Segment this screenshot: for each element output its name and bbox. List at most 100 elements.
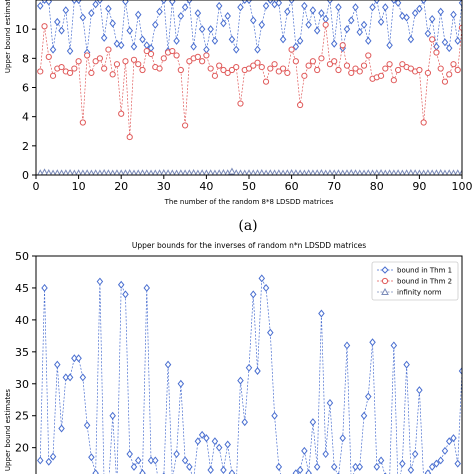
panel-a-point-infinity-norm — [369, 169, 376, 175]
panel-a-point-bound-in-thm-1 — [258, 20, 266, 29]
panel-a-point-bound-in-thm-1 — [441, 38, 449, 47]
panel-b-point-bound-in-thm-1 — [96, 277, 104, 286]
panel-a-point-infinity-norm — [373, 169, 380, 175]
panel-a-series-line-bound-in-thm-2 — [39, 24, 462, 138]
panel-a-point-infinity-norm — [361, 169, 368, 175]
panel-a-point-bound-in-thm-1 — [62, 6, 70, 15]
panel-a-point-infinity-norm — [241, 169, 248, 175]
panel-a-point-bound-in-thm-1 — [194, 9, 202, 18]
panel-a-point-bound-in-thm-2 — [301, 72, 308, 79]
panel-a-point-bound-in-thm-1 — [386, 41, 393, 50]
panel-a-point-bound-in-thm-1 — [326, 0, 334, 4]
panel-a-point-bound-in-thm-2 — [135, 61, 142, 68]
panel-a-point-bound-in-thm-1 — [347, 16, 355, 25]
panel-a-point-bound-in-thm-2 — [314, 66, 321, 74]
panel-a-point-bound-in-thm-2 — [416, 66, 423, 74]
panel-a-point-bound-in-thm-2 — [156, 65, 163, 72]
legend-label-infinity-norm: infinity norm — [397, 289, 442, 297]
panel-a-point-bound-in-thm-2 — [386, 61, 393, 68]
panel-a-point-bound-in-thm-2 — [49, 72, 57, 79]
legend-label-thm1: bound in Thm 1 — [397, 267, 452, 275]
panel-a-point-infinity-norm — [109, 169, 116, 175]
legend-entry-infinity-norm: infinity norm — [377, 287, 442, 297]
panel-a-point-infinity-norm — [237, 169, 244, 175]
panel-a-point-bound-in-thm-2 — [407, 65, 414, 72]
panel-a-point-infinity-norm — [322, 169, 329, 175]
panel-a-point-bound-in-thm-1 — [322, 14, 329, 23]
panel-a-point-bound-in-thm-2 — [420, 119, 427, 126]
panel-a-point-infinity-norm — [258, 169, 266, 175]
panel-b-point-bound-in-thm-1 — [390, 341, 398, 350]
panel-b-point-bound-in-thm-1 — [241, 418, 248, 427]
panel-b-point-bound-in-thm-1 — [66, 373, 74, 382]
panel-b-point-bound-in-thm-1 — [330, 462, 338, 471]
panel-a-point-infinity-norm — [416, 169, 423, 175]
panel-a-point-infinity-norm — [186, 169, 193, 175]
panel-a-point-infinity-norm — [92, 169, 99, 175]
panel-a-plot-frame — [35, 0, 463, 176]
panel-b-point-bound-in-thm-1 — [186, 462, 193, 471]
panel-a-point-bound-in-thm-1 — [37, 1, 44, 10]
panel-a-point-bound-in-thm-1 — [173, 36, 180, 45]
panel-a-point-bound-in-thm-1 — [437, 7, 444, 16]
panel-a-x-tick-label: 70 — [327, 180, 341, 193]
panel-a-point-bound-in-thm-2 — [335, 66, 342, 74]
panel-b-point-bound-in-thm-1 — [445, 437, 453, 446]
panel-a-point-infinity-norm — [433, 169, 440, 175]
panel-a-y-tick-label: 0 — [22, 169, 29, 182]
panel-a-point-infinity-norm — [139, 169, 146, 175]
panel-a-point-bound-in-thm-2 — [220, 66, 227, 74]
panel-b-point-bound-in-thm-1 — [58, 424, 65, 433]
panel-a-point-bound-in-thm-1 — [369, 3, 376, 12]
panel-a-point-bound-in-thm-2 — [126, 133, 133, 141]
panel-b-point-bound-in-thm-1 — [228, 469, 236, 474]
panel-b-y-tick-label: 25 — [15, 410, 29, 423]
panel-b-point-bound-in-thm-1 — [271, 411, 278, 420]
panel-b-point-bound-in-thm-1 — [399, 459, 406, 468]
panel-a-point-bound-in-thm-2 — [130, 56, 138, 63]
panel-a-point-bound-in-thm-1 — [377, 17, 385, 26]
panel-b-point-bound-in-thm-1 — [41, 283, 48, 292]
panel-a-point-bound-in-thm-2 — [288, 46, 295, 53]
panel-a-point-bound-in-thm-2 — [237, 100, 244, 107]
panel-a-point-infinity-norm — [220, 169, 227, 175]
panel-a-point-bound-in-thm-2 — [224, 69, 231, 77]
panel-b-point-bound-in-thm-1 — [403, 360, 410, 369]
panel-a-point-bound-in-thm-2 — [92, 58, 99, 65]
panel-a-point-bound-in-thm-2 — [113, 61, 121, 68]
legend-entry-thm2: bound in Thm 2 — [377, 278, 452, 286]
panel-b-point-bound-in-thm-1 — [433, 459, 440, 468]
panel-a-point-bound-in-thm-2 — [173, 52, 180, 59]
panel-b-point-bound-in-thm-1 — [198, 430, 206, 439]
panel-b-point-bound-in-thm-1 — [458, 367, 462, 375]
panel-b-y-tick-label: 50 — [15, 250, 29, 263]
panel-a-point-infinity-norm — [105, 169, 112, 175]
panel-a-point-bound-in-thm-2 — [343, 62, 351, 69]
panel-a-point-bound-in-thm-1 — [122, 0, 129, 6]
panel-a-point-infinity-norm — [454, 169, 461, 175]
panel-a-point-bound-in-thm-1 — [96, 0, 104, 4]
panel-a-point-bound-in-thm-1 — [420, 0, 427, 4]
panel-a-point-bound-in-thm-1 — [305, 20, 312, 29]
panel-a-x-tick-label: 90 — [412, 180, 426, 193]
panel-a-point-bound-in-thm-1 — [215, 1, 223, 10]
panel-a-point-bound-in-thm-2 — [250, 62, 257, 69]
panel-a-point-bound-in-thm-1 — [288, 0, 295, 4]
panel-a-point-bound-in-thm-2 — [71, 65, 78, 72]
panel-b-point-bound-in-thm-1 — [215, 443, 223, 452]
panel-a-point-bound-in-thm-2 — [96, 55, 104, 62]
panel-a-point-infinity-norm — [122, 169, 129, 175]
panel-a-point-infinity-norm — [113, 169, 121, 175]
panel-b-point-bound-in-thm-1 — [164, 360, 172, 369]
panel-b-y-tick-label: 20 — [15, 442, 29, 455]
panel-a-point-infinity-norm — [382, 169, 389, 175]
panel-a-point-infinity-norm — [233, 169, 240, 175]
panel-b-point-bound-in-thm-1 — [343, 341, 351, 350]
panel-b-point-bound-in-thm-1 — [373, 462, 381, 471]
panel-b-point-bound-in-thm-1 — [54, 360, 61, 369]
panel-a-point-bound-in-thm-2 — [275, 68, 282, 75]
panel-a-point-bound-in-thm-1 — [411, 9, 419, 18]
panel-b-point-bound-in-thm-1 — [318, 309, 325, 318]
panel-a-point-infinity-norm — [386, 169, 393, 175]
